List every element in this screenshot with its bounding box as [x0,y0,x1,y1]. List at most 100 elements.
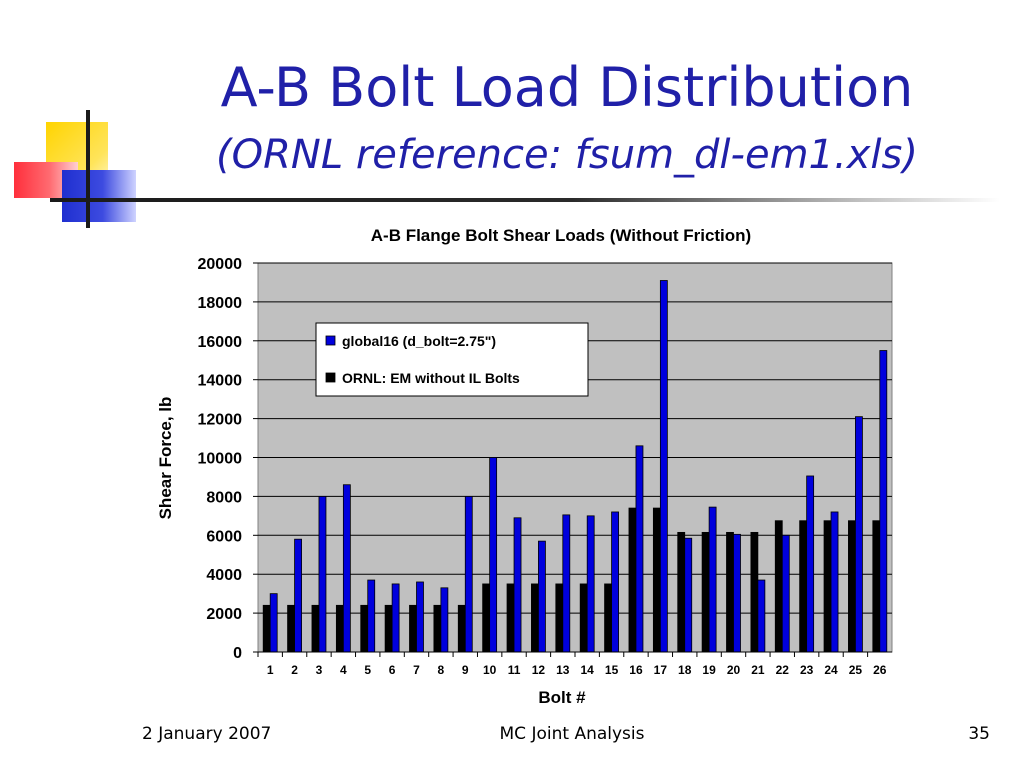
legend-label-ornl: ORNL: EM without IL Bolts [342,370,520,386]
decor-vertical-line [86,110,90,228]
bar-ornl [799,520,808,653]
x-tick-label: 12 [532,663,546,677]
x-tick-label: 16 [629,663,643,677]
bar-ornl [872,520,881,653]
bar-ornl [604,583,612,653]
y-tick-label: 6000 [206,528,242,545]
bar-global16 [367,579,376,653]
x-tick-label: 6 [389,663,396,677]
bar-ornl [287,604,295,653]
decor-horizontal-rule [50,198,1000,202]
bar-global16 [781,534,790,653]
bar-global16 [684,537,693,653]
slide-title: A-B Bolt Load Distribution [220,56,914,119]
x-tick-label: 23 [800,663,814,677]
x-tick-label: 19 [702,663,716,677]
bars [258,280,892,653]
footer-presentation-title: MC Joint Analysis [499,724,645,744]
legend-box [315,322,589,397]
bar-global16 [538,540,546,653]
legend-label-global16: global16 (d_bolt=2.75") [342,333,496,349]
x-tick-label: 8 [438,663,445,677]
y-tick-label: 16000 [198,334,243,351]
bar-global16 [757,579,766,653]
y-tick-label: 2000 [206,606,242,623]
x-tick-label: 9 [462,663,469,677]
bar-ornl [335,604,344,653]
bar-ornl [628,507,637,653]
x-tick-label: 7 [413,663,420,677]
x-tick-label: 2 [291,663,298,677]
bar-ornl [457,604,466,653]
bar-ornl [823,520,832,653]
x-tick-label: 4 [340,663,347,677]
x-tick-label: 24 [824,663,838,677]
bar-global16 [635,445,644,653]
bar-ornl [750,531,759,653]
y-tick-label: 20000 [198,256,243,273]
bar-ornl [433,604,442,653]
bar-global16 [733,533,741,653]
y-tick-label: 10000 [198,451,243,468]
y-axis-label: Shear Force, lb [156,397,175,520]
bar-ornl [677,531,686,653]
bar-ornl [555,583,564,653]
footer-date: 2 January 2007 [142,724,272,744]
decor-blue-square [62,170,136,222]
y-tick-label: 0 [233,645,242,662]
bar-global16 [611,511,619,653]
bar-global16 [489,457,498,653]
x-tick-label: 18 [678,663,692,677]
footer-page-number: 35 [968,724,990,744]
bar-global16 [342,484,351,653]
bar-global16 [855,416,863,653]
x-axis-label: Bolt # [538,688,586,707]
bar-ornl [701,531,710,653]
bar-global16 [440,587,449,653]
bar-ornl [848,520,856,653]
x-tick-label: 17 [654,663,668,677]
legend-swatch-ornl [325,372,336,383]
bar-ornl [579,583,588,653]
x-tick-labels: 1 2 3 4 5 6 7 8 9 10 11 12 13 14 15 16 17 18 19 20 21 22 23 24 2… [267,663,887,677]
bar-ornl [409,604,417,653]
bar-global16 [879,350,888,653]
bar-ornl [652,507,661,653]
bar-global16 [830,511,839,653]
y-tick-label: 18000 [198,295,243,312]
x-tick-label: 5 [364,663,371,677]
x-tick-label: 11 [508,663,521,677]
legend-swatch-global16 [325,335,336,346]
x-tick-label: 20 [727,663,741,677]
bar-ornl [726,531,734,653]
bar-global16 [586,515,595,653]
bar-global16 [294,538,302,653]
bar-global16 [391,583,400,653]
y-tick-label: 4000 [206,567,242,584]
bar-ornl [774,520,783,653]
bar-ornl [531,583,539,653]
x-tick-label: 22 [776,663,790,677]
y-tick-label: 14000 [198,373,243,390]
x-tick-label: 13 [556,663,570,677]
bar-global16 [416,581,424,653]
x-tick-label: 1 [267,663,274,677]
bar-global16 [806,475,815,653]
chart-legend: global16 (d_bolt=2.75") ORNL: EM without… [315,322,589,397]
x-tick-label: 10 [483,663,497,677]
x-tick-label: 25 [849,663,863,677]
bar-global16 [464,495,473,653]
bar-ornl [506,583,515,653]
bar-global16 [513,517,522,653]
chart-title: A-B Flange Bolt Shear Loads (Without Fri… [371,226,751,245]
x-tick-label: 26 [873,663,887,677]
y-tick-labels: 0 2000 4000 6000 8000 10000 12000 14000 16000 180… [198,256,243,662]
slide-subtitle: (ORNL reference: fsum_dl-em1.xls) [216,132,918,178]
bar-global16 [708,506,717,653]
bar-ornl [482,583,491,653]
bar-global16 [659,280,668,653]
x-tick-label: 14 [581,663,595,677]
bar-ornl [262,604,271,653]
bar-ornl [360,604,369,653]
